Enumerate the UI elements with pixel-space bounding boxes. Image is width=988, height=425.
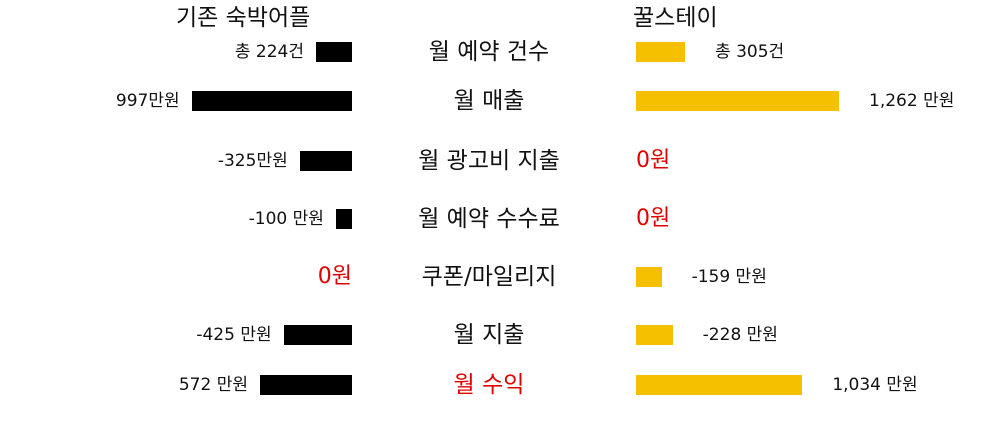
right-value-label: 1,262 만원: [869, 91, 955, 111]
left-bar: [299, 151, 352, 171]
chart-row: 월 매출 997만원 1,262 만원: [0, 76, 988, 126]
right-value-label: 1,034 만원: [832, 375, 918, 395]
chart-row: 쿠폰/마일리지 0원 -159 만원: [0, 252, 988, 302]
right-bar: [636, 91, 839, 111]
chart-row: 월 광고비 지출 -325만원 0원: [0, 136, 988, 186]
category-label: 쿠폰/마일리지: [421, 264, 557, 290]
left-series-title: 기존 숙박어플: [176, 5, 311, 31]
right-value-label: -159 만원: [691, 267, 767, 287]
right-value-label: -228 만원: [702, 325, 778, 345]
left-value-label: -325만원: [217, 151, 288, 171]
right-bar: [636, 267, 662, 287]
right-value-label: 총 305건: [715, 42, 785, 62]
category-label: 월 예약 수수료: [418, 206, 560, 232]
category-label: 월 매출: [453, 88, 525, 114]
category-label: 월 수익: [453, 372, 525, 398]
left-value-label: 총 224건: [234, 42, 304, 62]
left-bar: [259, 375, 352, 395]
chart-row: 월 지출 -425 만원 -228 만원: [0, 310, 988, 360]
right-bar: [636, 42, 686, 62]
right-value-label: 0원: [636, 148, 671, 173]
left-value-label: -100 만원: [248, 209, 324, 229]
category-label: 월 지출: [453, 322, 525, 348]
right-bar: [636, 325, 673, 345]
right-value-label: 0원: [636, 206, 671, 231]
category-label: 월 예약 건수: [428, 39, 550, 65]
chart-row: 월 예약 건수 총 224건 총 305건: [0, 27, 988, 77]
left-bar: [335, 209, 352, 229]
left-value-label: 997만원: [115, 91, 180, 111]
chart-row: 월 수익 572 만원 1,034 만원: [0, 360, 988, 410]
left-bar: [191, 91, 352, 111]
left-bar: [315, 42, 352, 62]
left-value-label: 0원: [317, 264, 352, 289]
right-series-title: 꿀스테이: [633, 5, 718, 31]
chart-row: 월 예약 수수료 -100 만원 0원: [0, 194, 988, 244]
left-bar: [283, 325, 352, 345]
left-value-label: -425 만원: [196, 325, 272, 345]
left-value-label: 572 만원: [178, 375, 248, 395]
category-label: 월 광고비 지출: [418, 148, 560, 174]
right-bar: [636, 375, 803, 395]
